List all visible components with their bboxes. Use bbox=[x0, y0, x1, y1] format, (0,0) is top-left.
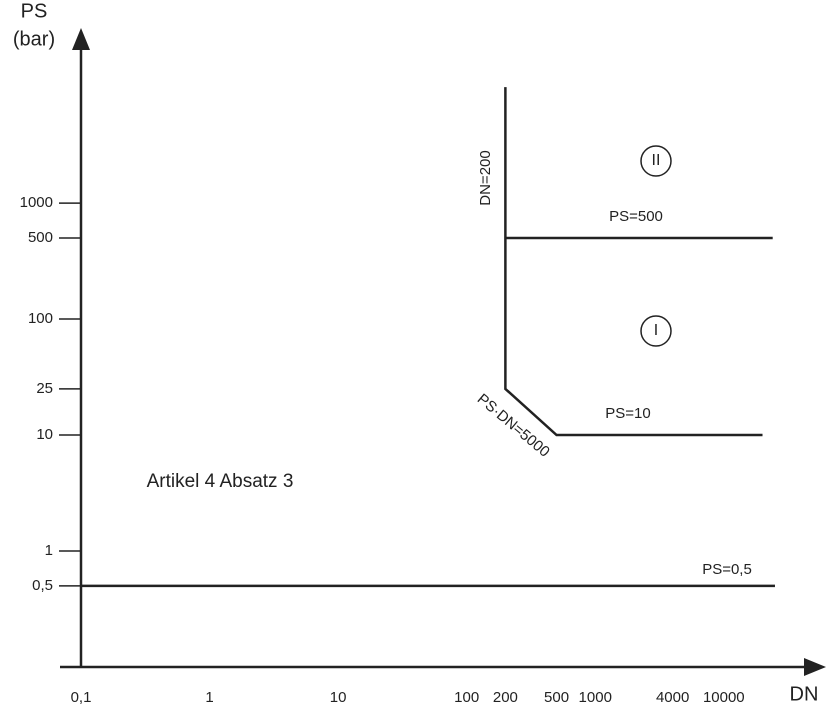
annotation: PS=10 bbox=[605, 405, 650, 422]
annotation: I bbox=[654, 322, 658, 339]
region-circle bbox=[640, 315, 672, 347]
region-circle bbox=[640, 145, 672, 177]
x-tick-label: 10000 bbox=[703, 689, 745, 706]
y-tick-label: 1000 bbox=[20, 194, 53, 211]
y-axis-arrow bbox=[72, 28, 90, 50]
annotation: PS=500 bbox=[609, 208, 663, 225]
y-tick-label: 100 bbox=[28, 310, 53, 327]
x-tick-label: 1 bbox=[205, 689, 213, 706]
y-tick-label: 500 bbox=[28, 229, 53, 246]
x-axis-label: DN bbox=[790, 683, 819, 705]
x-axis-arrow bbox=[804, 658, 826, 676]
x-tick-label: 10 bbox=[330, 689, 347, 706]
y-tick-label: 0,5 bbox=[32, 577, 53, 594]
y-tick-label: 10 bbox=[36, 426, 53, 443]
y-tick-label: 1 bbox=[45, 542, 53, 559]
annotation: Artikel 4 Absatz 3 bbox=[147, 471, 294, 492]
x-tick-label: 200 bbox=[493, 689, 518, 706]
annotation: PS·DN=5000 bbox=[474, 391, 553, 461]
annotation: DN=200 bbox=[477, 150, 494, 205]
y-tick-label: 25 bbox=[36, 380, 53, 397]
y-axis-label: PS bbox=[21, 0, 48, 22]
x-tick-label: 500 bbox=[544, 689, 569, 706]
y-axis-unit: (bar) bbox=[13, 28, 55, 50]
line bbox=[504, 87, 763, 437]
x-tick-label: 100 bbox=[454, 689, 479, 706]
annotation: PS=0,5 bbox=[702, 561, 752, 578]
x-tick-label: 0,1 bbox=[71, 689, 92, 706]
x-tick-label: 4000 bbox=[656, 689, 689, 706]
annotation: II bbox=[652, 152, 661, 169]
x-tick-label: 1000 bbox=[579, 689, 612, 706]
